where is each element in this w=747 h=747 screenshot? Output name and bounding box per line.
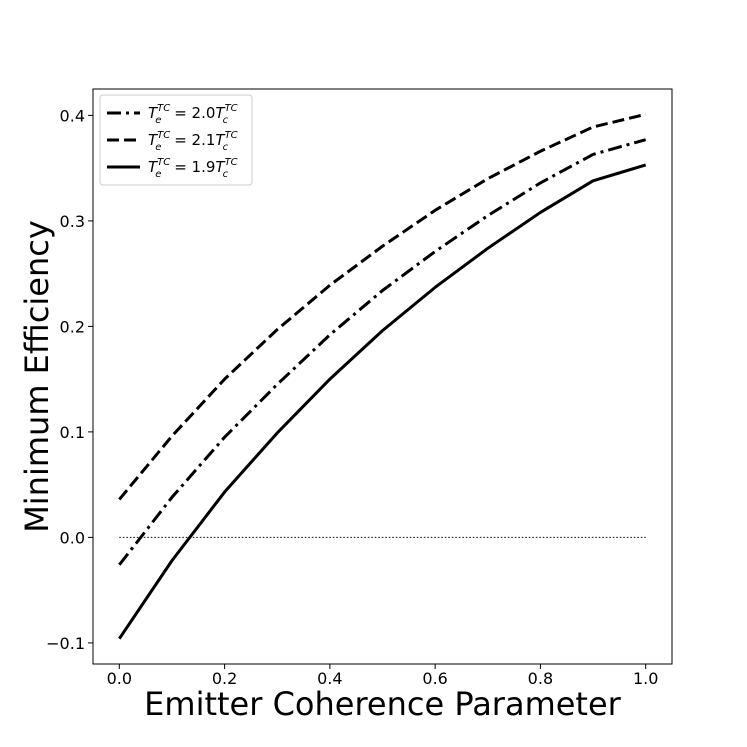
y-axis-title: Minimum Efficiency [18, 220, 56, 533]
x-tick-label: 0.4 [317, 669, 342, 688]
series-line-1 [118, 138, 647, 566]
plot-lines [118, 112, 647, 640]
x-tick-label: 0.0 [107, 669, 132, 688]
legend-label-1: TTC e = 2.0TTC c [148, 103, 238, 126]
y-tick-label: 0.3 [60, 212, 85, 231]
y-tick-label: −0.1 [46, 634, 85, 653]
legend-label-3: TTC e = 1.9TTC c [148, 157, 238, 180]
legend-box [99, 94, 253, 186]
series-line-3 [118, 163, 647, 640]
plot-frame [92, 88, 673, 665]
x-axis-ticks: 0.0 0.2 0.4 0.6 0.8 1.0 [107, 664, 658, 688]
y-tick-label: 0.1 [60, 423, 85, 442]
legend-label-2: TTC e = 2.1TTC c [148, 130, 238, 153]
x-tick-label: 0.6 [422, 669, 447, 688]
y-tick-label: 0.2 [60, 317, 85, 336]
y-tick-label: 0.0 [60, 528, 85, 547]
y-tick-label: 0.4 [60, 106, 85, 125]
series-line-2 [118, 112, 647, 501]
y-axis-ticks: −0.1 0.0 0.1 0.2 0.3 0.4 [46, 106, 93, 653]
x-tick-label: 0.2 [212, 669, 237, 688]
x-tick-label: 1.0 [633, 669, 658, 688]
legend: TTC e = 2.0TTC c TTC e = 2.1TTC c TTC e = 1.9TT… [99, 94, 253, 186]
x-tick-label: 0.8 [528, 669, 553, 688]
x-axis-title: Emitter Coherence Parameter [144, 685, 621, 723]
